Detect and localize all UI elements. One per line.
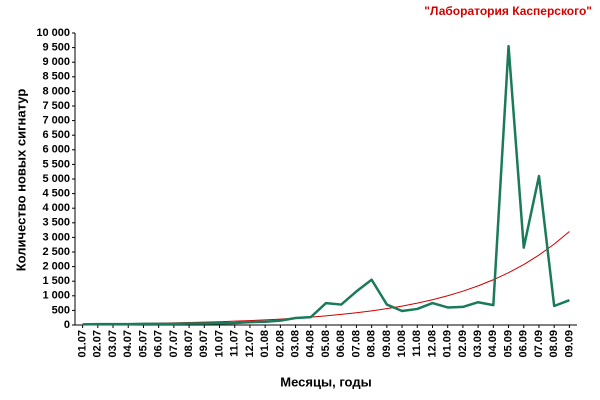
x-tick-label: 09.07 — [198, 330, 210, 358]
x-tick-label: 12.07 — [244, 330, 256, 358]
y-axis-label: Количество новых сигнатур — [13, 89, 28, 272]
x-tick-label: 01.08 — [259, 330, 271, 358]
data-line — [82, 44, 570, 326]
x-tick-label: 08.09 — [548, 330, 560, 358]
x-tick-label: 04.09 — [487, 330, 499, 358]
y-tick-label: 2 500 — [42, 246, 70, 258]
y-tick-label: 0 — [64, 319, 70, 331]
x-tick-label: 06.07 — [153, 330, 165, 358]
x-tick-label: 01.09 — [442, 330, 454, 358]
y-tick-label: 1 000 — [42, 290, 70, 302]
y-tick-label: 6 000 — [42, 144, 70, 156]
x-tick-label: 03.07 — [107, 330, 119, 358]
x-tick-label: 06.08 — [335, 330, 347, 358]
x-tick-label: 10.07 — [213, 330, 225, 358]
y-tick-label: 3 500 — [42, 217, 70, 229]
x-tick-label: 05.08 — [320, 330, 332, 358]
x-tick-label: 11.08 — [411, 330, 423, 357]
y-tick-label: 10 000 — [36, 27, 70, 39]
x-tick-label: 02.08 — [274, 330, 286, 358]
x-tick-label: 07.09 — [533, 330, 545, 358]
x-tick-label: 05.09 — [502, 330, 514, 358]
x-tick-label: 11.07 — [229, 330, 241, 357]
x-tick-label: 12.08 — [426, 330, 438, 358]
y-tick-label: 4 000 — [42, 202, 70, 214]
y-tick-label: 9 500 — [42, 42, 70, 54]
y-tick-label: 4 500 — [42, 188, 70, 200]
y-tick-label: 3 000 — [42, 231, 70, 243]
x-tick-label: 06.09 — [518, 330, 530, 358]
x-tick-label: 03.09 — [472, 330, 484, 358]
y-tick-label: 7 500 — [42, 100, 70, 112]
x-tick-label: 05.07 — [137, 330, 149, 358]
y-tick-label: 8 000 — [42, 85, 70, 97]
x-axis-label: Месяцы, годы — [280, 374, 371, 389]
x-tick-label: 04.07 — [122, 330, 134, 358]
x-tick-label: 01.07 — [77, 330, 89, 358]
x-tick-label: 04.08 — [305, 330, 317, 358]
chart-title: "Лаборатория Касперского" — [424, 4, 592, 18]
y-tick-label: 2 000 — [42, 261, 70, 273]
y-tick-label: 6 500 — [42, 129, 70, 141]
x-tick-label: 08.07 — [183, 330, 195, 358]
x-tick-label: 02.09 — [457, 330, 469, 358]
x-tick-label: 07.08 — [350, 330, 362, 358]
x-tick-label: 09.08 — [381, 330, 393, 358]
y-tick-label: 9 000 — [42, 56, 70, 68]
x-tick-label: 07.07 — [168, 330, 180, 358]
y-tick-label: 7 000 — [42, 115, 70, 127]
x-tick-label: 08.08 — [366, 330, 378, 358]
y-tick-label: 5 500 — [42, 158, 70, 170]
x-tick-label: 09.09 — [563, 330, 575, 358]
x-tick-label: 03.08 — [289, 330, 301, 358]
y-tick-label: 1 500 — [42, 275, 70, 287]
x-tick-label: 10.08 — [396, 330, 408, 358]
y-tick-label: 5 000 — [42, 173, 70, 185]
y-tick-label: 8 500 — [42, 71, 70, 83]
x-tick-label: 02.07 — [92, 330, 104, 358]
y-tick-label: 500 — [52, 304, 70, 316]
